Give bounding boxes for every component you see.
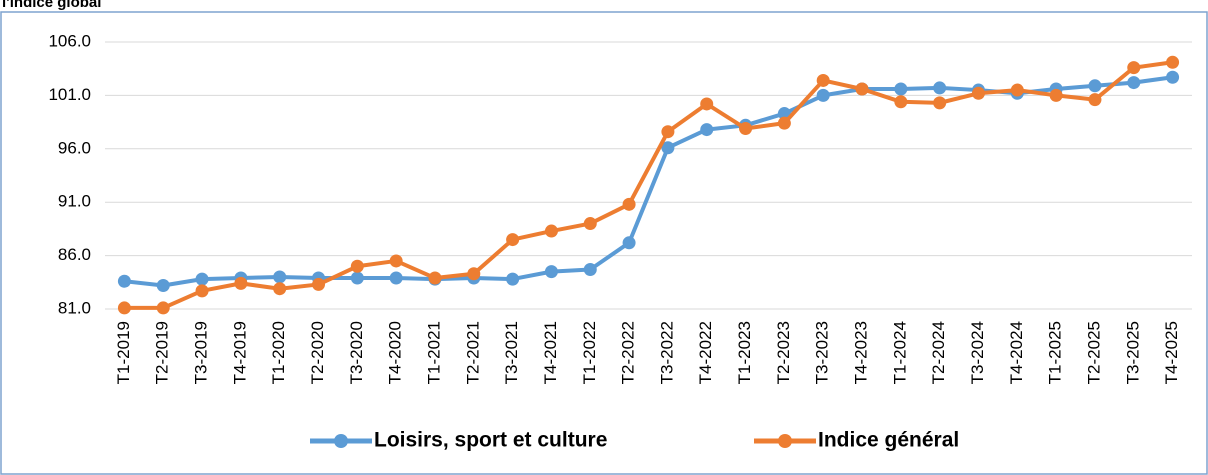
x-tick-label: T2-2020 bbox=[308, 321, 327, 384]
x-tick-label: T4-2023 bbox=[852, 321, 871, 384]
x-tick-label: T4-2022 bbox=[696, 321, 715, 384]
x-tick-label: T4-2019 bbox=[230, 321, 249, 384]
point bbox=[156, 301, 170, 315]
point bbox=[273, 270, 287, 284]
point bbox=[622, 236, 636, 250]
x-tick-label: T1-2019 bbox=[114, 321, 133, 384]
x-tick-label: T3-2022 bbox=[657, 321, 676, 384]
x-tick-label: T3-2025 bbox=[1123, 321, 1142, 384]
series-line bbox=[124, 60, 1173, 310]
point bbox=[971, 86, 985, 100]
y-tick-label: 86.0 bbox=[58, 245, 91, 264]
point bbox=[428, 271, 442, 285]
point bbox=[622, 197, 636, 211]
x-tick-label: T3-2020 bbox=[347, 321, 366, 384]
x-tick-label: T4-2025 bbox=[1162, 321, 1181, 384]
legend-label: Loisirs, sport et culture bbox=[374, 429, 607, 452]
point bbox=[117, 274, 131, 288]
point bbox=[816, 88, 830, 102]
point bbox=[777, 116, 791, 130]
point bbox=[234, 276, 248, 290]
point bbox=[739, 122, 753, 136]
y-tick-label: 106.0 bbox=[48, 31, 91, 50]
point bbox=[195, 284, 209, 298]
point bbox=[894, 82, 908, 96]
x-tick-label: T3-2021 bbox=[502, 321, 521, 384]
point bbox=[1166, 70, 1180, 84]
point bbox=[1088, 79, 1102, 93]
y-tick-label: 96.0 bbox=[58, 138, 91, 157]
x-tick-label: T2-2025 bbox=[1084, 321, 1103, 384]
point bbox=[1127, 61, 1141, 75]
point bbox=[312, 277, 326, 291]
x-tick-label: T1-2021 bbox=[424, 321, 443, 384]
point bbox=[350, 271, 364, 285]
point bbox=[583, 262, 597, 276]
x-tick-label: T2-2023 bbox=[774, 321, 793, 384]
point bbox=[933, 81, 947, 95]
x-tick-label: T1-2024 bbox=[890, 321, 909, 384]
point bbox=[467, 267, 481, 281]
point bbox=[816, 73, 830, 87]
point bbox=[661, 125, 675, 139]
point bbox=[894, 95, 908, 109]
x-tick-label: T4-2020 bbox=[386, 321, 405, 384]
point bbox=[1088, 93, 1102, 107]
x-tick-label: T3-2019 bbox=[192, 321, 211, 384]
point bbox=[661, 141, 675, 155]
point bbox=[1049, 88, 1063, 102]
point bbox=[195, 272, 209, 286]
point bbox=[156, 279, 170, 293]
point bbox=[1010, 83, 1024, 97]
point bbox=[700, 123, 714, 137]
x-tick-label: T1-2020 bbox=[269, 321, 288, 384]
legend-marker bbox=[334, 434, 348, 448]
x-tick-label: T2-2021 bbox=[463, 321, 482, 384]
point bbox=[117, 301, 131, 315]
x-tick-label: T1-2022 bbox=[580, 321, 599, 384]
point bbox=[389, 271, 403, 285]
x-tick-label: T1-2023 bbox=[735, 321, 754, 384]
point bbox=[273, 282, 287, 296]
x-tick-label: T1-2025 bbox=[1046, 321, 1065, 384]
point bbox=[506, 233, 520, 247]
point bbox=[389, 254, 403, 268]
x-tick-label: T3-2024 bbox=[968, 321, 987, 384]
point bbox=[1127, 76, 1141, 90]
x-tick-label: T2-2022 bbox=[619, 321, 638, 384]
point bbox=[583, 217, 597, 231]
point bbox=[544, 224, 558, 238]
y-tick-label: 91.0 bbox=[58, 192, 91, 211]
point bbox=[700, 97, 714, 111]
x-tick-label: T2-2024 bbox=[929, 321, 948, 384]
x-tick-label: T2-2019 bbox=[153, 321, 172, 384]
x-tick-label: T4-2024 bbox=[1007, 321, 1026, 384]
chart-title: l'indice global bbox=[2, 0, 101, 11]
point bbox=[933, 96, 947, 110]
point bbox=[1166, 55, 1180, 69]
y-tick-label: 81.0 bbox=[58, 298, 91, 317]
point bbox=[544, 265, 558, 279]
chart-border bbox=[0, 11, 1208, 475]
x-tick-label: T3-2023 bbox=[813, 321, 832, 384]
x-tick-label: T4-2021 bbox=[541, 321, 560, 384]
point bbox=[506, 272, 520, 286]
point bbox=[855, 82, 869, 96]
legend-label: Indice général bbox=[818, 429, 959, 452]
point bbox=[350, 259, 364, 273]
legend-marker bbox=[778, 434, 792, 448]
y-tick-label: 101.0 bbox=[48, 85, 91, 104]
